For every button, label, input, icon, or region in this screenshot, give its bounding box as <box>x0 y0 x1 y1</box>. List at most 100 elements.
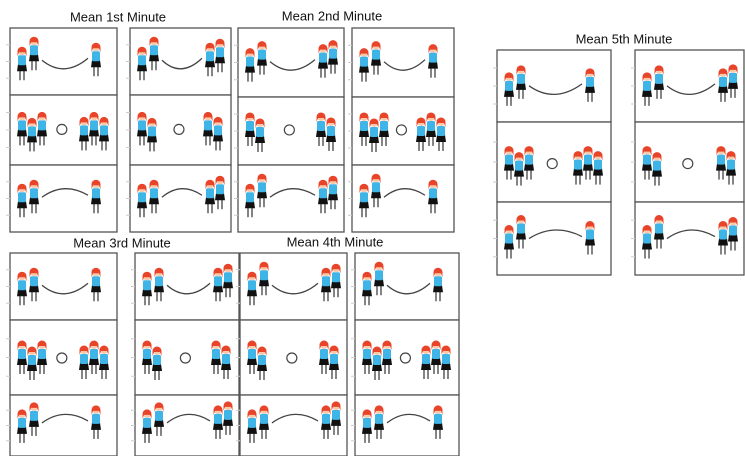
shirt <box>586 230 594 240</box>
shirt <box>584 155 592 165</box>
shirt <box>360 121 368 131</box>
shirt <box>143 349 151 359</box>
skirt <box>593 169 603 176</box>
skirt <box>421 363 431 370</box>
skirt <box>504 164 514 171</box>
shirt <box>214 414 222 424</box>
skirt <box>91 285 101 292</box>
skirt <box>213 423 223 430</box>
shirt <box>320 349 328 359</box>
shirt <box>246 192 254 202</box>
skirt <box>416 135 426 142</box>
panel <box>10 28 117 95</box>
shirt <box>155 276 163 286</box>
group-title: Mean 5th Minute <box>576 31 673 46</box>
shirt <box>442 354 450 364</box>
skirt <box>374 423 384 430</box>
skirt <box>516 233 526 240</box>
shirt <box>332 410 340 420</box>
skirt <box>374 279 384 286</box>
skirt <box>17 201 27 208</box>
skirt <box>29 54 39 61</box>
shirt <box>427 121 435 131</box>
shirt <box>363 280 371 290</box>
shirt <box>138 55 146 65</box>
shirt <box>729 226 737 236</box>
skirt <box>147 135 157 142</box>
shirt <box>653 161 661 171</box>
skirt <box>728 82 738 89</box>
shirt <box>143 280 151 290</box>
shirt <box>138 192 146 202</box>
skirt <box>382 358 392 365</box>
skirt <box>728 235 738 242</box>
shirt <box>363 418 371 428</box>
shirt <box>434 276 442 286</box>
shirt <box>517 224 525 234</box>
skirt <box>245 66 255 73</box>
shirt <box>429 53 437 63</box>
skirt <box>27 135 37 142</box>
skirt <box>716 164 726 171</box>
panel <box>240 395 347 456</box>
skirt <box>247 358 257 365</box>
skirt <box>642 164 652 171</box>
skirt <box>436 135 446 142</box>
shirt <box>643 81 651 91</box>
skirt <box>91 423 101 430</box>
figure: Mean 1st Minute Mean 2nd Minute Mean 3rd… <box>0 0 745 456</box>
skirt <box>213 134 223 141</box>
skirt <box>29 197 39 204</box>
skirt <box>257 364 267 371</box>
shirt <box>429 188 437 198</box>
skirt <box>359 66 369 73</box>
skirt <box>585 86 595 93</box>
shirt <box>360 192 368 202</box>
shirt <box>248 349 256 359</box>
skirt <box>154 420 164 427</box>
shirt <box>155 411 163 421</box>
shirt <box>206 51 214 61</box>
skirt <box>319 358 329 365</box>
shirt <box>28 126 36 136</box>
shirt <box>246 57 254 67</box>
shirt <box>38 120 46 130</box>
skirt <box>516 83 526 90</box>
shirt <box>30 276 38 286</box>
shirt <box>206 188 214 198</box>
skirt <box>433 423 443 430</box>
skirt <box>221 363 231 370</box>
skirt <box>654 233 664 240</box>
shirt <box>319 53 327 63</box>
skirt <box>37 129 47 136</box>
shirt <box>30 411 38 421</box>
shirt <box>214 125 222 135</box>
shirt <box>248 280 256 290</box>
shirt <box>643 234 651 244</box>
panel <box>10 253 117 320</box>
skirt <box>331 419 341 426</box>
skirt <box>504 90 514 97</box>
shirt <box>719 77 727 87</box>
shirt <box>224 272 232 282</box>
shirt <box>18 349 26 359</box>
skirt <box>99 134 109 141</box>
shirt <box>150 45 158 55</box>
skirt <box>137 201 147 208</box>
shirt <box>319 188 327 198</box>
skirt <box>433 285 443 292</box>
skirt <box>369 136 379 143</box>
shirt <box>222 354 230 364</box>
skirt <box>331 281 341 288</box>
skirt <box>329 363 339 370</box>
panel <box>635 202 744 275</box>
skirt <box>215 193 225 200</box>
skirt <box>718 239 728 246</box>
skirt <box>215 56 225 63</box>
skirt <box>318 197 328 204</box>
skirt <box>328 58 338 65</box>
shirt <box>92 51 100 61</box>
shirt <box>18 280 26 290</box>
skirt <box>17 289 27 296</box>
shirt <box>360 57 368 67</box>
